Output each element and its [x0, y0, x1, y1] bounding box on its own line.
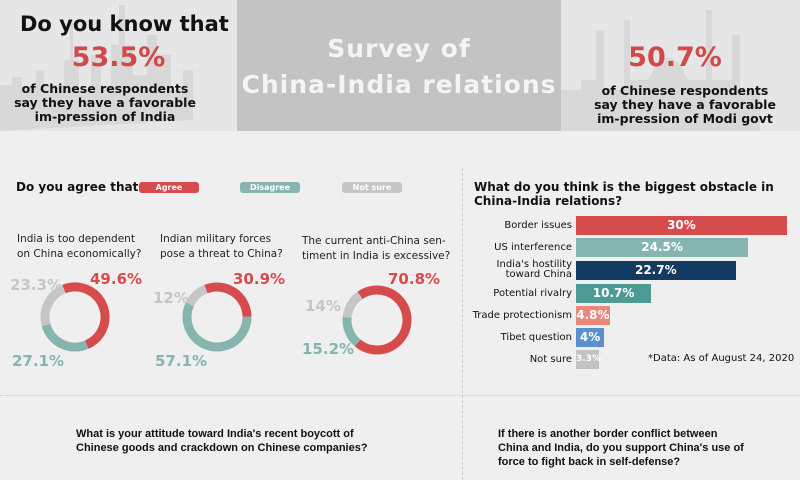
bar: 22.7% [576, 261, 736, 280]
donut-charts [40, 282, 412, 355]
india-favorability-stat: 53.5% [71, 42, 166, 73]
donut1-notsure-slice [40, 284, 66, 327]
survey-title-line1: Survey of [327, 34, 471, 63]
divider-vertical [462, 168, 463, 393]
donut2-disagree-slice [182, 302, 252, 352]
bar-label: Tibet question [500, 332, 572, 343]
question-1: India is too dependent on China economic… [17, 233, 142, 260]
header-right-panel [561, 0, 800, 131]
bar: 30% [576, 216, 787, 235]
donut3-notsure-slice [342, 291, 363, 319]
self-defense-question: If there is another border conflict betw… [498, 428, 744, 468]
title-panel [237, 0, 561, 131]
donut3-notsure-label: 14% [305, 297, 341, 315]
donut1-agree-label: 49.6% [90, 270, 143, 288]
donut3-disagree-label: 15.2% [302, 340, 355, 358]
bar: 4% [576, 328, 605, 347]
legend-not-sure: Not sure [342, 182, 402, 193]
header-left-panel [0, 0, 237, 131]
bar: 4.8% [576, 306, 610, 325]
bar-label: India's hostility toward China [496, 259, 572, 280]
bar-label: Border issues [504, 220, 572, 231]
donut1-disagree-label: 27.1% [12, 352, 65, 370]
divider-horizontal [0, 395, 800, 396]
bar: 3.3% [576, 350, 601, 369]
agree-heading: Do you agree that... [16, 180, 153, 194]
donut1-notsure-label: 23.3% [10, 276, 63, 294]
data-note: *Data: As of August 24, 2020 [648, 353, 795, 364]
donut3-agree-label: 70.8% [388, 270, 441, 288]
question-2: Indian military forces pose a threat to … [160, 233, 283, 260]
donut1-agree-slice [62, 282, 110, 349]
obstacle-heading: What do you think is the biggest obstacl… [474, 180, 774, 208]
donut2-notsure-slice [185, 284, 208, 307]
donut3-agree-slice [354, 285, 412, 355]
city-skyline-illustration [0, 5, 193, 131]
modi-favorability-stat: 50.7% [628, 42, 722, 73]
bar-label: US interference [494, 242, 572, 253]
bar-label: Not sure [529, 354, 572, 365]
divider-vertical-bottom [462, 395, 463, 480]
question-3: The current anti-China sen-timent in Ind… [302, 235, 451, 262]
donut2-agree-label: 30.9% [233, 270, 286, 288]
boycott-question: What is your attitude toward India's rec… [76, 428, 368, 454]
legend-disagree: Disagree [240, 182, 300, 193]
india-favorability-text: of Chinese respondents say they have a f… [14, 81, 196, 124]
bar-label: Trade protectionism [472, 310, 572, 321]
donut2-disagree-label: 57.1% [155, 352, 208, 370]
bar-label: Potential rivalry [493, 288, 572, 299]
bar: 24.5% [576, 238, 749, 257]
modi-favorability-text: of Chinese respondents say they have a f… [594, 83, 776, 126]
donut2-notsure-label: 12% [153, 289, 189, 307]
donut3-disagree-slice [342, 316, 361, 347]
intro-heading: Do you know that [20, 12, 229, 36]
donut1-disagree-slice [41, 323, 89, 352]
donut2-agree-slice [204, 282, 252, 318]
bar: 10.7% [576, 284, 652, 303]
survey-title-line2: China-India relations [241, 70, 557, 99]
legend-agree: Agree [139, 182, 199, 193]
mosque-skyline-illustration [561, 10, 760, 131]
